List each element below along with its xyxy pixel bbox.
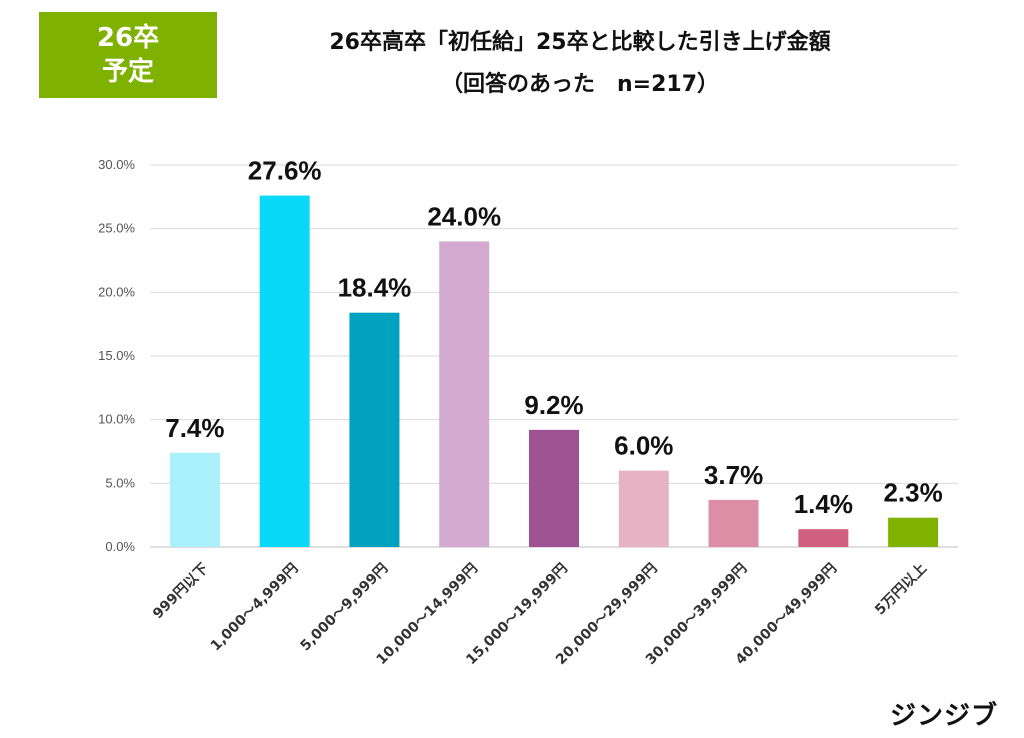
data-label: 7.4% — [165, 413, 224, 443]
data-label: 6.0% — [614, 431, 673, 461]
x-tick-label: 30,000～39,999円 — [643, 561, 751, 669]
x-axis: 999円以下1,000～4,999円5,000～9,999円10,000～14,… — [150, 561, 930, 669]
bar — [618, 470, 669, 547]
bars — [169, 195, 939, 547]
y-tick-label: 30.0% — [98, 157, 135, 172]
data-label: 3.7% — [704, 460, 763, 490]
bar — [169, 452, 220, 547]
x-tick-label: 10,000～14,999円 — [374, 561, 482, 669]
y-tick-label: 0.0% — [105, 539, 135, 554]
badge: 26卒 予定 — [39, 12, 217, 98]
data-labels: 7.4% 27.6% 18.4% 24.0% 9.2% 6.0% 3.7% 1.4% 2.3% — [165, 156, 942, 520]
y-tick-label: 20.0% — [98, 284, 135, 299]
chart-subtitle: （回答のあった n=217） — [440, 72, 720, 97]
data-label: 27.6% — [248, 156, 322, 186]
bar — [798, 529, 849, 547]
bar — [349, 312, 400, 547]
bar — [259, 195, 310, 547]
x-tick-label: 999円以下 — [150, 561, 212, 623]
data-label: 9.2% — [524, 390, 583, 420]
bar — [888, 517, 939, 547]
x-tick-label: 5万円以上 — [872, 561, 930, 619]
y-tick-label: 25.0% — [98, 221, 135, 236]
x-tick-label: 20,000～29,999円 — [553, 561, 661, 669]
badge-line2: 予定 — [101, 57, 154, 87]
x-tick-label: 15,000～19,999円 — [463, 561, 571, 669]
y-tick-label: 10.0% — [98, 412, 135, 427]
data-label: 24.0% — [427, 201, 501, 231]
bar — [529, 429, 579, 547]
data-label: 1.4% — [794, 489, 853, 519]
y-tick-label: 5.0% — [105, 475, 135, 490]
logo: ジンジブ — [889, 701, 998, 731]
chart-title: 26卒高卒「初任給」25卒と比較した引き上げ金額 — [329, 30, 831, 55]
bar — [708, 499, 759, 547]
x-tick-label: 1,000～4,999円 — [208, 561, 302, 655]
bar — [439, 241, 490, 547]
y-tick-label: 15.0% — [98, 348, 135, 363]
data-label: 2.3% — [883, 478, 942, 508]
y-axis: 0.0% 5.0% 10.0% 15.0% 20.0% 25.0% 30.0% — [98, 157, 135, 554]
badge-line1: 26卒 — [96, 23, 160, 53]
data-label: 18.4% — [338, 273, 412, 303]
x-tick-label: 40,000～49,999円 — [733, 561, 841, 669]
x-tick-label: 5,000～9,999円 — [298, 561, 392, 655]
